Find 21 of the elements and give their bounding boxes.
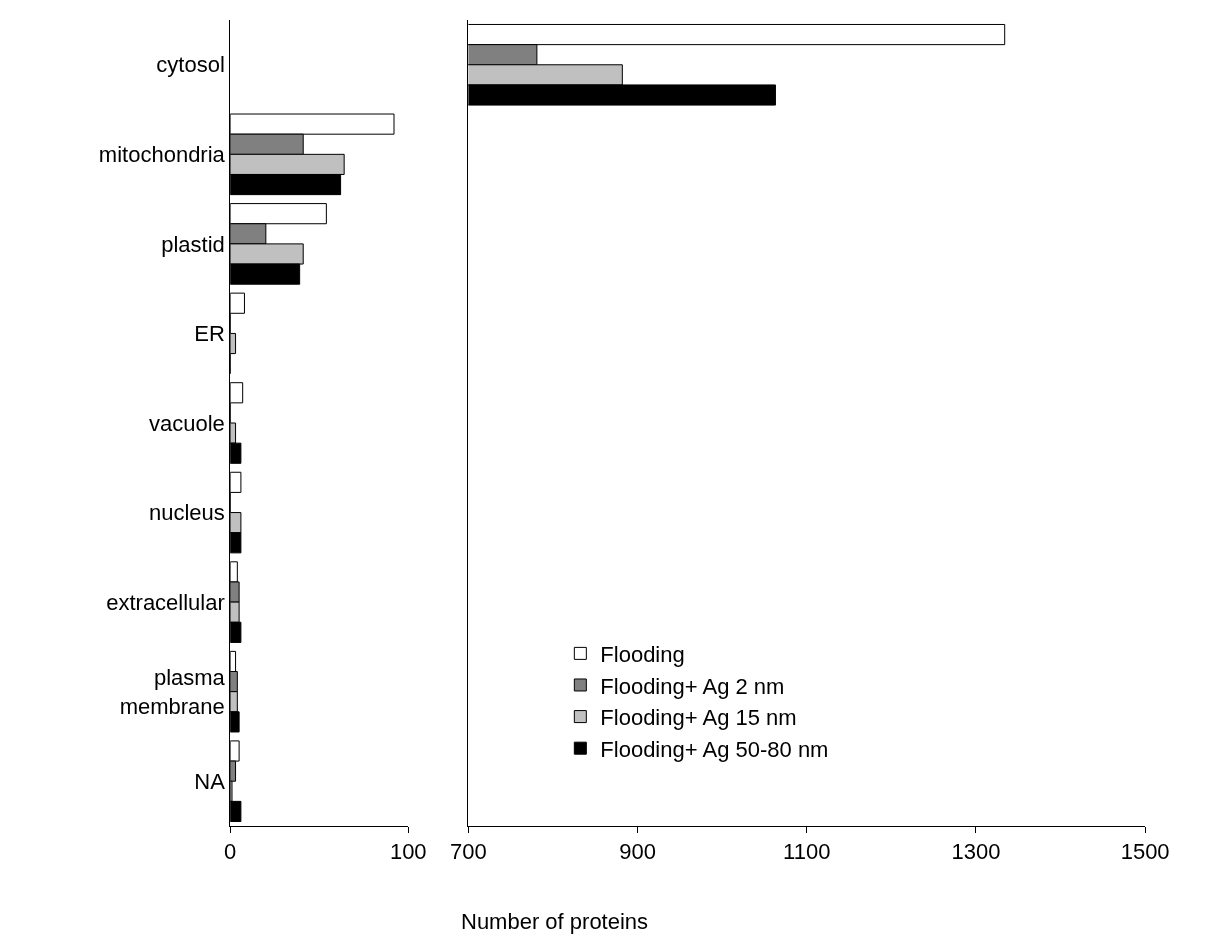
legend-label: Flooding+ Ag 50-80 nm: [600, 736, 829, 762]
y-tick-label: mitochondria: [98, 142, 226, 168]
x-tick-label: 0: [224, 839, 237, 865]
x-tick-label: 700: [450, 839, 487, 865]
legend-label: Flooding+ Ag 15 nm: [600, 705, 797, 731]
y-tick-label: NA: [194, 768, 226, 794]
x-axis-title: Number of proteins: [461, 909, 649, 934]
x-tick-label: 1500: [1120, 839, 1170, 865]
legend-label: Flooding+ Ag 2 nm: [600, 673, 785, 699]
legend-label: Flooding: [600, 641, 685, 667]
x-tick-label: 1100: [783, 839, 831, 865]
y-tick-label: extracellular: [106, 589, 225, 615]
x-tick-label: 100: [389, 839, 427, 865]
x-tick-label: 900: [619, 839, 656, 865]
y-tick-label: vacuole: [148, 410, 225, 436]
y-tick-label: plastid: [161, 231, 225, 257]
y-tick-label: ER: [194, 321, 225, 347]
y-tick-label: nucleus: [148, 500, 225, 526]
x-tick-label: 1300: [951, 839, 1001, 865]
y-tick-label: plasma membrane: [119, 665, 226, 719]
y-tick-label: cytosol: [156, 52, 225, 78]
